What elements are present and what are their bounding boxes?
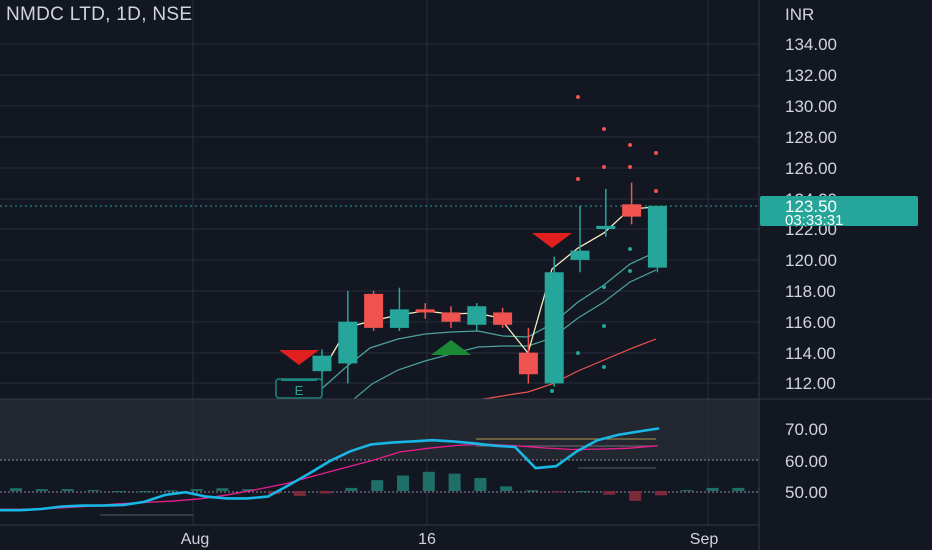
candle-body <box>596 225 616 229</box>
price-scale[interactable]: INR 134.00 132.00 130.00 128.00 126.00 1… <box>0 0 837 550</box>
time-label-16: 16 <box>418 531 436 548</box>
ma-line-medium <box>353 269 657 399</box>
histogram-bar <box>87 490 100 492</box>
candle-body <box>415 309 435 313</box>
sell-signal-marker[interactable] <box>279 350 319 365</box>
histogram-bar <box>629 491 642 501</box>
price-tick: 128.00 <box>785 128 837 147</box>
histogram-bar <box>603 491 616 495</box>
oscillator-tick: 70.00 <box>785 420 828 439</box>
chart-title: NMDC LTD, 1D, NSE <box>6 4 193 25</box>
price-tick: 126.00 <box>785 159 837 178</box>
histogram-bar <box>732 487 745 491</box>
bar-countdown: 03:33:31 <box>785 212 843 229</box>
oscillator-pane <box>0 398 932 516</box>
histogram-bar <box>500 486 513 491</box>
buy-signal-marker[interactable] <box>431 340 471 355</box>
price-tick: 130.00 <box>785 97 837 116</box>
histogram-bar <box>61 489 74 491</box>
candle-body <box>467 306 487 325</box>
histogram-bar <box>190 489 203 491</box>
candle-body <box>364 293 384 328</box>
candle-body <box>570 250 590 260</box>
current-price-badge: 123.50 03:33:31 <box>760 196 918 229</box>
histogram-bar <box>164 490 177 492</box>
histogram-bar <box>758 487 759 491</box>
histogram-bar <box>10 488 22 491</box>
histogram-bar <box>448 473 461 491</box>
price-tick: 116.00 <box>785 313 836 332</box>
histogram-bar <box>526 490 538 492</box>
histogram-bar <box>345 487 358 491</box>
earnings-label: E <box>295 383 304 398</box>
price-tick: 114.00 <box>785 344 836 363</box>
oscillator-tick: 60.00 <box>785 452 828 471</box>
earnings-marker[interactable]: E <box>275 378 323 399</box>
candle-body <box>338 321 358 364</box>
histogram-bar <box>113 491 126 492</box>
histogram-bar <box>551 491 564 493</box>
price-tick: 134.00 <box>785 35 837 54</box>
histogram-bar <box>422 471 435 491</box>
price-tick: 132.00 <box>785 66 837 85</box>
current-price-value: 123.50 <box>785 197 837 216</box>
histogram-bar <box>655 491 667 496</box>
candle-body <box>622 204 642 217</box>
histogram-bar <box>474 477 487 491</box>
currency-label: INR <box>785 5 814 24</box>
price-tick: 112.00 <box>785 374 836 393</box>
oscillator-tick: 50.00 <box>785 483 828 502</box>
histogram-bar <box>242 489 255 491</box>
histogram-bar <box>371 480 384 491</box>
candle-body <box>441 312 461 322</box>
candle-body <box>312 355 332 372</box>
time-label-sep: Sep <box>690 531 719 548</box>
sell-signal-marker[interactable] <box>532 233 572 248</box>
price-tick: 120.00 <box>785 251 837 270</box>
histogram-bar <box>35 489 48 491</box>
histogram-bar <box>293 491 306 496</box>
histogram-bar <box>577 491 590 492</box>
candlestick-series <box>312 182 667 387</box>
histogram-bar <box>139 491 151 492</box>
time-scale[interactable]: Aug 16 Sep <box>181 531 719 548</box>
indicator-dots <box>550 95 658 393</box>
ma-line-slow <box>477 338 657 399</box>
histogram-bar <box>680 490 693 492</box>
candle-body <box>493 312 513 325</box>
candle-body <box>544 272 564 384</box>
histogram-bar <box>706 487 719 491</box>
candle-body <box>647 205 667 268</box>
ma-line-fast <box>317 251 657 393</box>
histogram-bar <box>397 475 409 491</box>
histogram-bar <box>216 488 229 491</box>
candle-body <box>389 309 409 328</box>
histogram-bar <box>319 491 332 494</box>
candle-body <box>518 352 538 375</box>
time-label-aug: Aug <box>181 531 209 548</box>
price-tick: 118.00 <box>785 282 836 301</box>
